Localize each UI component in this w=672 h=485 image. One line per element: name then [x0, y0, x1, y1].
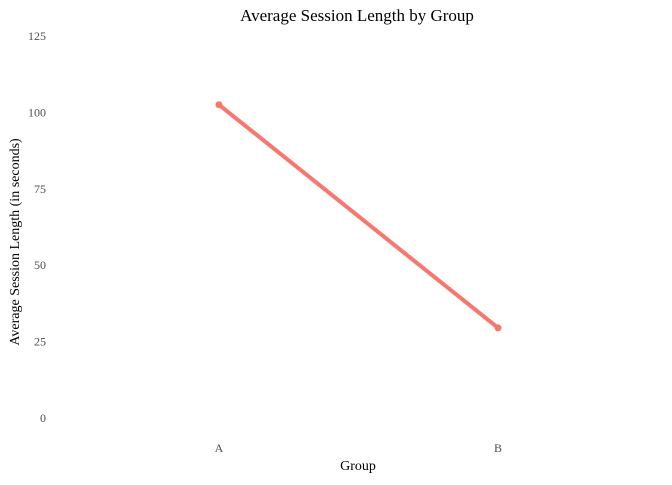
series-line	[217, 102, 500, 330]
y-tick-label: 0	[40, 411, 46, 425]
y-tick-label: 50	[34, 258, 46, 272]
x-tick-label: B	[494, 441, 502, 455]
y-axis-title: Average Session Length (in seconds)	[8, 138, 23, 346]
y-tick-label: 75	[34, 182, 46, 196]
plot-series	[215, 101, 502, 332]
data-point	[494, 324, 502, 332]
y-tick-label: 25	[34, 335, 46, 349]
x-tick-label: A	[215, 441, 224, 455]
data-point	[215, 101, 223, 109]
y-axis-ticks: 0 25 50 75 100 125	[28, 29, 46, 425]
y-tick-label: 100	[28, 105, 46, 119]
chart-title: Average Session Length by Group	[240, 6, 474, 25]
y-tick-label: 125	[28, 29, 46, 43]
x-axis-title: Group	[340, 459, 376, 474]
